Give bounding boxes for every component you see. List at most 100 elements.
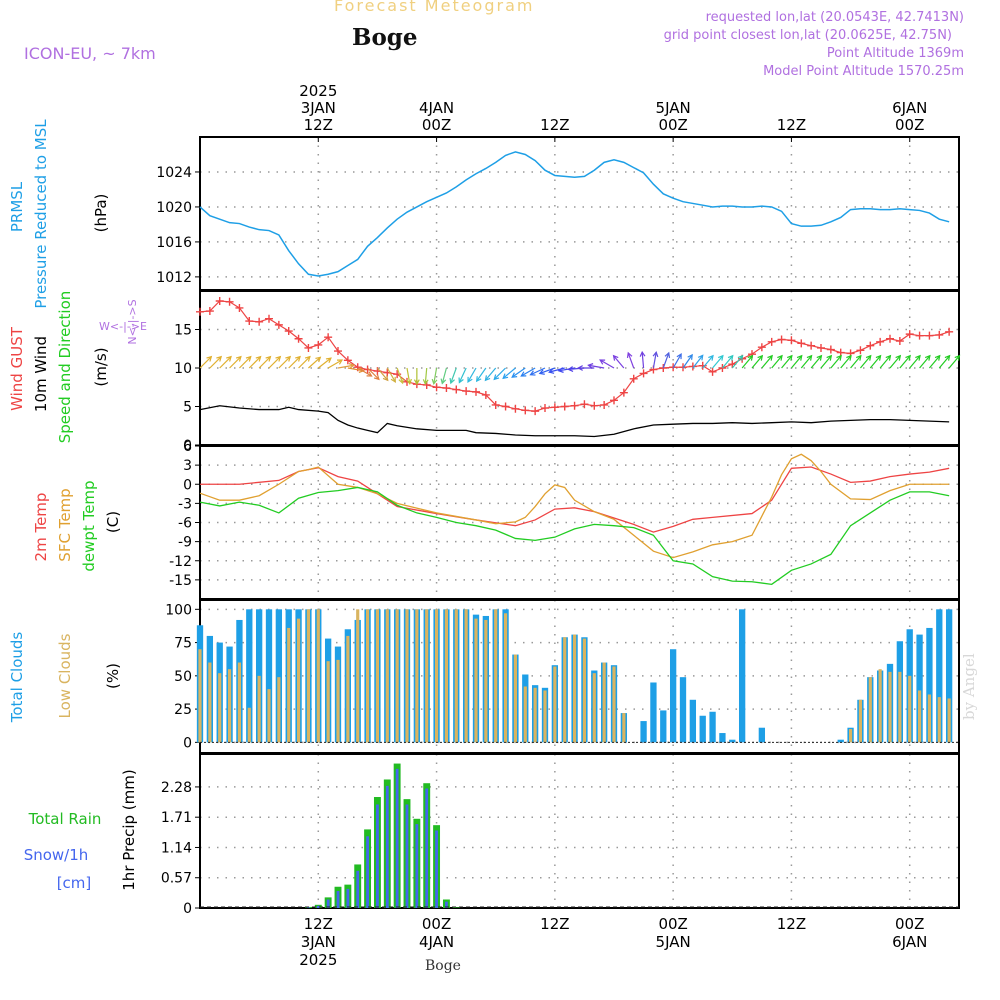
- pressure-ytick-label: 1024: [156, 165, 192, 181]
- low-cloud-bar: [543, 690, 547, 743]
- low-cloud-bar: [454, 609, 458, 743]
- wind-arrow-head: [511, 372, 518, 378]
- wind-direction-arrow: [422, 367, 429, 386]
- gust-marker: [777, 335, 786, 344]
- total-cloud-bar: [945, 609, 953, 743]
- wind-direction-arrow: [557, 367, 575, 373]
- wind-direction-arrow: [449, 367, 457, 385]
- clouds-ytick-label: 50: [174, 669, 192, 685]
- wind-ytick-label: 10: [174, 361, 192, 377]
- gust-marker: [491, 400, 500, 409]
- wind-direction-arrow: [406, 367, 412, 385]
- wind-arrow-head: [737, 354, 744, 361]
- low-cloud-bar: [464, 609, 468, 743]
- wind-direction-arrow: [721, 354, 734, 369]
- low-cloud-bar: [385, 609, 389, 743]
- gust-marker: [255, 317, 264, 326]
- temp-2m-label: 2m Temp: [32, 493, 50, 562]
- wind-arrow-head: [717, 354, 724, 361]
- top-time-label: 00Z: [658, 116, 687, 134]
- low-cloud-bar: [346, 635, 350, 743]
- dewpt-temp-line: [199, 486, 950, 586]
- wind-arrow-head: [806, 354, 813, 361]
- wind-arrow-head: [905, 354, 911, 361]
- total-cloud-bar: [837, 739, 844, 743]
- wind-direction-arrow: [919, 354, 931, 369]
- model-altitude: Model Point Altitude 1570.25m: [763, 64, 964, 79]
- low-cloud-bar: [306, 609, 311, 743]
- gust-marker: [452, 385, 461, 394]
- snow-bar: [425, 788, 429, 908]
- low-cloud-bar: [415, 609, 419, 743]
- wind-arrow-shaft: [239, 356, 252, 369]
- low-cloud-bar: [612, 666, 616, 743]
- temperature-ytick-label: -6: [178, 516, 192, 532]
- total-cloud-bar: [936, 609, 943, 743]
- wind-arrow-head: [548, 368, 555, 374]
- wind-arrow-shaft: [820, 355, 832, 369]
- wind-direction-arrow: [288, 355, 301, 369]
- wind-arrow-shaft: [800, 355, 813, 369]
- low-cloud-bar: [622, 713, 626, 743]
- wind-direction-arrow: [520, 367, 536, 377]
- low-cloud-bar: [227, 669, 232, 743]
- wind-direction-arrow: [761, 354, 773, 369]
- wind-arrow-head: [255, 355, 262, 362]
- wind-direction-arrow: [626, 351, 635, 369]
- gust-marker: [698, 361, 707, 370]
- low-cloud-bar: [858, 699, 863, 743]
- gust-marker: [432, 383, 441, 392]
- low-cloud-bar: [444, 609, 449, 743]
- wind-arrow-head: [652, 351, 659, 358]
- wind-direction-arrow: [413, 368, 420, 386]
- wind-arrow-shaft: [530, 367, 546, 376]
- total-cloud-bar: [650, 682, 657, 743]
- temperature-ytick-label: 6: [183, 439, 192, 455]
- snow-bar: [336, 891, 340, 908]
- wind-arrow-head: [206, 355, 213, 362]
- gust-marker: [511, 404, 520, 413]
- wind-direction-arrow: [810, 354, 823, 369]
- precip-ytick-label: 1.71: [161, 810, 192, 826]
- wind-direction-arrow: [357, 367, 373, 377]
- low-cloud-bar: [356, 609, 360, 743]
- low-cloud-bar: [208, 662, 212, 743]
- wind-arrow-shaft: [948, 355, 960, 369]
- wind-speed-dir-label: Speed and Direction: [56, 291, 74, 444]
- wind-direction-arrow: [820, 354, 833, 369]
- gust-marker: [531, 407, 540, 416]
- gust-marker: [925, 331, 934, 340]
- bottom-time-label: 6JAN: [892, 933, 927, 951]
- wind-arrow-head: [285, 355, 292, 362]
- wind-direction-arrow: [229, 355, 242, 369]
- wind-direction-arrow: [219, 355, 232, 369]
- wind-arrow-head: [406, 378, 412, 385]
- wind-arrow-head: [216, 355, 223, 362]
- wind-arrow-head: [413, 379, 420, 386]
- wind-arrow-shaft: [424, 367, 428, 384]
- gust-marker: [196, 307, 204, 316]
- low-cloud-bar: [336, 659, 340, 743]
- wind-ytick-label: 5: [183, 400, 192, 416]
- wind-arrow-head: [875, 354, 882, 361]
- wind-direction-arrow: [493, 367, 506, 381]
- pressure-ytick-label: 1016: [156, 235, 192, 251]
- gust-marker: [284, 327, 293, 336]
- wind-direction-arrow: [712, 354, 724, 369]
- wind-direction-arrow: [278, 355, 292, 369]
- low-cloud-bar: [296, 618, 301, 743]
- wind-direction-arrow: [396, 367, 404, 385]
- gust-marker: [294, 334, 303, 343]
- gust-marker: [817, 343, 825, 352]
- wind-arrow-shaft: [889, 355, 901, 369]
- wind-direction-arrow: [367, 367, 380, 381]
- wind-direction-arrow: [672, 353, 682, 369]
- top-time-label: 12Z: [304, 116, 333, 134]
- wind-arrow-shaft: [613, 355, 625, 369]
- wind-arrow-shaft: [493, 367, 506, 380]
- top-time-label: 3JAN: [301, 99, 336, 117]
- wind-arrow-head: [348, 363, 355, 369]
- wind-arrow-head: [336, 359, 344, 365]
- gust-marker: [462, 387, 471, 396]
- wind-arrow-shaft: [761, 355, 773, 369]
